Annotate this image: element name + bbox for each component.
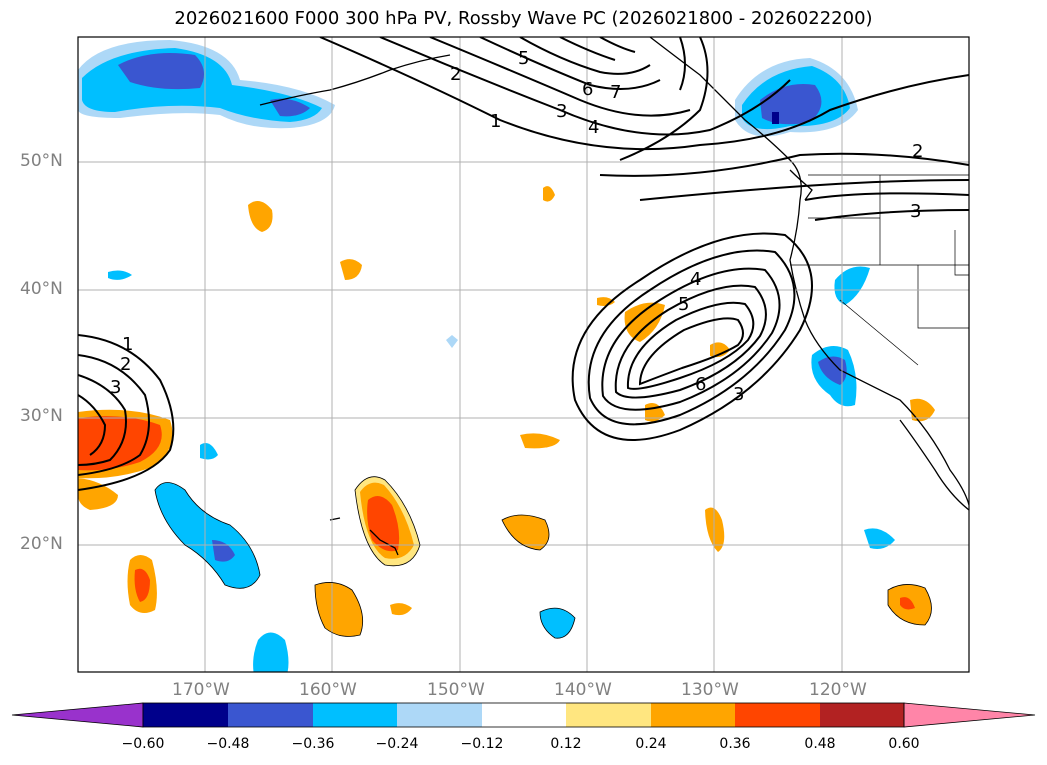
contour-label: 4: [588, 117, 599, 138]
contour-label: 5: [518, 48, 529, 69]
contour-label: 1: [490, 111, 501, 132]
contour-label: 2: [450, 64, 461, 85]
state-borders: [790, 174, 969, 366]
contour-label: 5: [678, 294, 689, 315]
colorbar-bin: [566, 703, 651, 727]
contour-label: 3: [910, 201, 921, 222]
contour-label: 6: [582, 79, 593, 100]
contour-label: 2: [120, 354, 131, 375]
lat-label: 20°N: [20, 534, 63, 554]
colorbar-tick: 0.12: [550, 736, 582, 752]
lon-label: 120°W: [809, 680, 867, 700]
map-frame: [77, 36, 970, 673]
contour-label: 3: [110, 377, 121, 398]
contour-label: 3: [556, 101, 567, 122]
colorbar-tick: −0.24: [375, 736, 419, 752]
colorbar-tick: −0.36: [291, 736, 335, 752]
rossby-wave-contours: [78, 37, 969, 491]
colorbar-tick: −0.48: [206, 736, 250, 752]
lat-label: 50°N: [20, 151, 63, 171]
lon-label: 130°W: [681, 680, 739, 700]
coastlines: [259, 37, 969, 556]
contour-label: 7: [610, 82, 621, 103]
colorbar-tick: 0.36: [719, 736, 751, 752]
contour-label: 2: [912, 141, 923, 162]
lon-label: 170°W: [172, 680, 230, 700]
lat-label: 40°N: [20, 279, 63, 299]
colorbar-bin: [820, 703, 904, 727]
anomaly-outlines: [154, 476, 932, 639]
lat-label: 30°N: [20, 406, 63, 426]
colorbar-extend-low: [11, 702, 144, 728]
colorbar-bin: [482, 703, 566, 727]
lon-label: 160°W: [299, 680, 357, 700]
lon-label: 140°W: [554, 680, 612, 700]
colorbar-extend-high: [903, 702, 1036, 728]
colorbar-tick: 0.48: [804, 736, 836, 752]
contour-label: 6: [695, 374, 706, 395]
colorbar-bin: [735, 703, 820, 727]
contour-label: 4: [690, 269, 701, 290]
colorbar-tick: −0.12: [460, 736, 504, 752]
contour-label: 3: [733, 384, 744, 405]
lon-label: 150°W: [427, 680, 485, 700]
colorbar-tick: −0.60: [121, 736, 165, 752]
colorbar-bin: [651, 703, 735, 727]
colorbar-bin: [228, 703, 313, 727]
colorbar: [11, 702, 1036, 728]
colorbar-tick: 0.60: [888, 736, 920, 752]
contour-label-group: 1 2 3 4 5 6 6 7 2 3 1 2 3 4 5 3: [110, 48, 923, 405]
colorbar-tick: 0.24: [635, 736, 667, 752]
colorbar-bin: [397, 703, 482, 727]
colorbar-bin: [143, 703, 228, 727]
contour-label: 1: [122, 334, 133, 355]
colorbar-bin: [313, 703, 397, 727]
map-title: 2026021600 F000 300 hPa PV, Rossby Wave …: [174, 8, 873, 29]
